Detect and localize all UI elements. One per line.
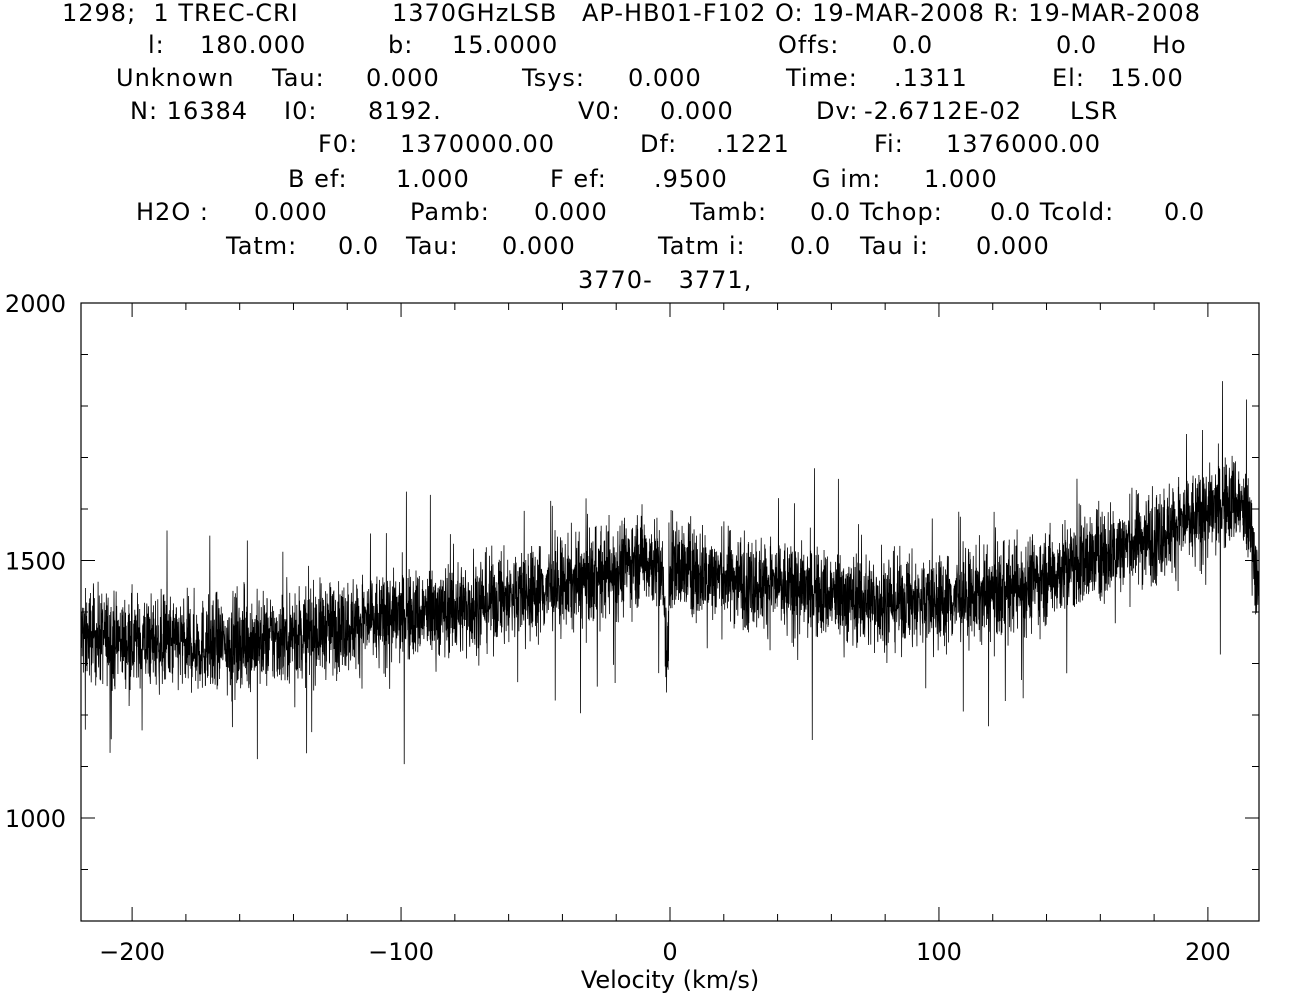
tatm-i-label: Tatm i: — [658, 232, 746, 260]
header-line-5: F0: 1370000.00 Df: .1221 Fi: 1376000.00 — [0, 129, 1308, 159]
b-value: 15.0000 — [452, 31, 559, 59]
forward-eff-value: .9500 — [654, 165, 728, 193]
offs-x: 0.0 — [892, 31, 934, 59]
plot-frame — [80, 302, 1260, 922]
tatm-i-value: 0.0 — [790, 232, 832, 260]
scan-range: 3770- 3771, — [578, 266, 753, 294]
spectrum-header: 1298; 1 TREC-CRI 1370GHzLSB AP-HB01-F102… — [0, 0, 1308, 300]
header-line-4: N: 16384 I0: 8192. V0: 0.000 Dv: -2.6712… — [0, 96, 1308, 126]
x-tick-label: 200 — [1185, 938, 1231, 966]
i0-value: 8192. — [368, 97, 442, 125]
forward-eff-label: F ef: — [550, 165, 607, 193]
fi-value: 1376000.00 — [946, 130, 1102, 158]
dv-label: Dv: — [816, 97, 859, 125]
header-line-8: Tatm: 0.0 Tau: 0.000 Tatm i: 0.0 Tau i: … — [0, 231, 1308, 261]
tatm-value: 0.0 — [338, 232, 380, 260]
channel-count: N: 16384 — [130, 97, 249, 125]
tau2-value: 0.000 — [502, 232, 576, 260]
velocity-frame: LSR — [1070, 97, 1119, 125]
f0-value: 1370000.00 — [400, 130, 556, 158]
b-label: b: — [388, 31, 414, 59]
y-tick-label: 2000 — [5, 290, 66, 318]
line-frequency: 1370GHzLSB — [392, 0, 558, 27]
axis-ticks — [81, 303, 1259, 921]
beam-eff-value: 1.000 — [396, 165, 470, 193]
l-value: 180.000 — [200, 31, 307, 59]
x-tick-labels: −200 −100 0 100 200 — [99, 938, 1231, 966]
el-label: El: — [1052, 64, 1085, 92]
tau2-label: Tau: — [406, 232, 459, 260]
pamb-label: Pamb: — [410, 198, 490, 226]
df-label: Df: — [640, 130, 678, 158]
v0-label: V0: — [578, 97, 621, 125]
f0-label: F0: — [318, 130, 359, 158]
df-value: .1221 — [716, 130, 790, 158]
offs-y: 0.0 — [1056, 31, 1098, 59]
h2o-label: H2O : — [136, 198, 209, 226]
dv-value: -2.6712E-02 — [864, 97, 1022, 125]
tsys-value: 0.000 — [628, 64, 702, 92]
beam-eff-label: B ef: — [288, 165, 348, 193]
tau-i-label: Tau i: — [860, 232, 929, 260]
x-tick-label: −200 — [99, 938, 165, 966]
fi-label: Fi: — [874, 130, 904, 158]
tatm-label: Tatm: — [226, 232, 298, 260]
h2o-value: 0.000 — [254, 198, 328, 226]
pamb-value: 0.000 — [534, 198, 608, 226]
l-label: l: — [148, 31, 165, 59]
tsys-label: Tsys: — [522, 64, 585, 92]
header-line-2: l: 180.000 b: 15.0000 Offs: 0.0 0.0 Ho — [0, 30, 1308, 60]
spectrum-trace — [80, 381, 1260, 765]
header-line-9: 3770- 3771, — [0, 265, 1308, 295]
header-line-1: 1298; 1 TREC-CRI 1370GHzLSB AP-HB01-F102… — [0, 0, 1308, 28]
header-line-3: Unknown Tau: 0.000 Tsys: 0.000 Time: .13… — [0, 63, 1308, 93]
v0-value: 0.000 — [660, 97, 734, 125]
x-tick-label: 0 — [662, 938, 677, 966]
x-axis-title: Velocity (km/s) — [581, 966, 759, 994]
x-tick-label: 100 — [916, 938, 962, 966]
telescope-dates: AP-HB01-F102 O: 19-MAR-2008 R: 19-MAR-20… — [582, 0, 1201, 27]
x-tick-label: −100 — [368, 938, 434, 966]
tau-label: Tau: — [272, 64, 325, 92]
tau-value: 0.000 — [366, 64, 440, 92]
gain-image-label: G im: — [812, 165, 882, 193]
tamb-label: Tamb: — [690, 198, 768, 226]
offs-label: Offs: — [778, 31, 840, 59]
time-label: Time: — [786, 64, 858, 92]
header-line-7: H2O : 0.000 Pamb: 0.000 Tamb: 0.0 Tchop:… — [0, 197, 1308, 227]
tcold-value: 0.0 — [1164, 198, 1206, 226]
y-tick-label: 1500 — [5, 548, 66, 576]
source-type: Unknown — [116, 64, 235, 92]
offs-type: Ho — [1152, 31, 1187, 59]
tau-i-value: 0.000 — [976, 232, 1050, 260]
y-tick-labels: 1000 1500 2000 — [5, 290, 66, 833]
spectrum-line — [80, 381, 1260, 765]
tamb-tchop: 0.0 Tchop: — [810, 198, 943, 226]
header-line-6: B ef: 1.000 F ef: .9500 G im: 1.000 — [0, 164, 1308, 194]
el-value: 15.00 — [1110, 64, 1184, 92]
gain-image-value: 1.000 — [924, 165, 998, 193]
time-value: .1311 — [894, 64, 968, 92]
i0-label: I0: — [284, 97, 318, 125]
scan-source: 1298; 1 TREC-CRI — [62, 0, 299, 27]
y-tick-label: 1000 — [5, 805, 66, 833]
tchop-tcold: 0.0 Tcold: — [990, 198, 1115, 226]
